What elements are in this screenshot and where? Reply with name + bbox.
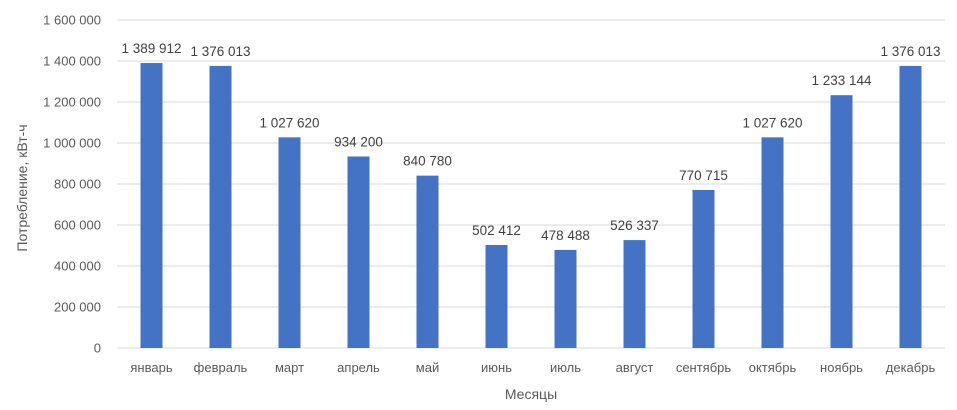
bar-7 <box>554 249 577 348</box>
y-tick-label: 600 000 <box>54 218 101 233</box>
bar-4 <box>347 156 370 348</box>
y-tick-label: 1 400 000 <box>43 54 101 69</box>
bars <box>140 63 922 349</box>
bar-3 <box>278 137 301 348</box>
data-label: 840 780 <box>403 154 452 169</box>
y-axis-title: Потребление, кВт-ч <box>14 124 30 251</box>
bar-1 <box>140 63 163 348</box>
x-tick-label: июль <box>550 360 581 375</box>
x-tick-label: февраль <box>194 360 248 375</box>
data-label: 1 376 013 <box>190 44 250 59</box>
gridlines <box>117 19 945 349</box>
bar-8 <box>623 240 646 348</box>
y-tick-label: 1 600 000 <box>43 13 101 28</box>
data-label: 770 715 <box>679 168 728 183</box>
data-label: 934 200 <box>334 134 383 149</box>
y-tick-label: 200 000 <box>54 300 101 315</box>
x-tick-label: июнь <box>481 360 512 375</box>
x-tick-labels: январь февраль март апрель май июнь июль август… <box>130 360 935 375</box>
x-tick-label: декабрь <box>886 360 936 375</box>
data-label: 1 027 620 <box>742 115 802 130</box>
x-tick-label: сентябрь <box>676 360 732 375</box>
bar-5 <box>416 175 439 348</box>
y-tick-label: 1 200 000 <box>43 95 101 110</box>
y-tick-label: 0 <box>94 341 101 356</box>
x-tick-label: январь <box>130 360 172 375</box>
data-label: 478 488 <box>541 228 590 243</box>
data-labels: 1 389 912 1 376 013 1 027 620 934 200 840 78… <box>121 41 940 243</box>
bar-11 <box>830 95 853 349</box>
y-tick-label: 800 000 <box>54 177 101 192</box>
bar-6 <box>485 245 508 348</box>
bar-9 <box>692 190 715 348</box>
y-tick-label: 1 000 000 <box>43 136 101 151</box>
x-axis-title: Месяцы <box>505 386 557 402</box>
data-label: 1 376 013 <box>880 44 940 59</box>
data-label: 502 412 <box>472 223 521 238</box>
data-label: 1 027 620 <box>259 115 319 130</box>
x-tick-label: май <box>416 360 439 375</box>
x-tick-label: март <box>275 360 304 375</box>
x-tick-label: апрель <box>337 360 380 375</box>
data-label: 1 233 144 <box>811 73 872 88</box>
x-tick-label: октябрь <box>749 360 797 375</box>
x-tick-label: август <box>616 360 654 375</box>
x-tick-label: ноябрь <box>820 360 863 375</box>
y-tick-label: 400 000 <box>54 259 101 274</box>
data-label: 526 337 <box>610 218 659 233</box>
y-tick-labels: 0 200 000 400 000 600 000 800 000 1 000 000 1 … <box>43 13 101 356</box>
bar-12 <box>899 65 922 349</box>
data-label: 1 389 912 <box>121 41 181 56</box>
bar-10 <box>761 137 784 348</box>
bar-2 <box>209 65 232 349</box>
